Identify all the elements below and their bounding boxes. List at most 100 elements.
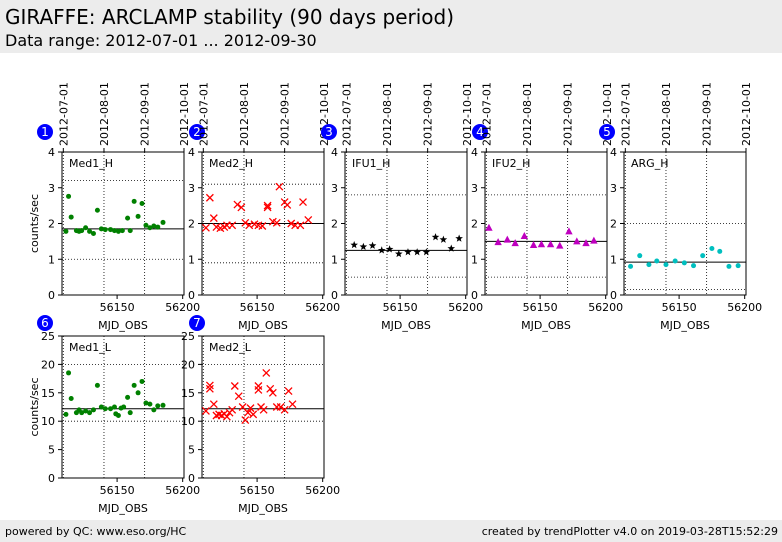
data-point bbox=[222, 412, 231, 421]
panel-number-badge bbox=[599, 124, 615, 140]
x-axis-label: MJD_OBS bbox=[98, 319, 148, 332]
data-point bbox=[102, 406, 108, 412]
data-point bbox=[94, 382, 100, 388]
data-point bbox=[299, 198, 307, 207]
data-point bbox=[287, 219, 296, 228]
data-point bbox=[151, 407, 157, 413]
x-tick-label: 56150 bbox=[383, 301, 418, 314]
y-tick-label: 1 bbox=[471, 253, 478, 266]
plot-frame bbox=[201, 335, 325, 479]
top-date-label: 2012-08-01 bbox=[521, 82, 534, 146]
data-point bbox=[131, 198, 137, 204]
series-label: Med1_H bbox=[69, 157, 113, 170]
y-tick-label: 0 bbox=[188, 289, 195, 302]
data-point bbox=[98, 404, 104, 410]
data-point bbox=[275, 182, 284, 191]
y-tick-label: 2 bbox=[188, 218, 195, 231]
data-point bbox=[139, 378, 145, 384]
data-point bbox=[663, 262, 669, 268]
y-tick-label: 4 bbox=[48, 146, 55, 159]
data-point bbox=[79, 410, 85, 416]
x-tick-label: 56150 bbox=[100, 301, 135, 314]
panel-number-badge bbox=[472, 124, 488, 140]
series-label: Med2_L bbox=[209, 341, 252, 354]
plot-frame bbox=[344, 151, 468, 296]
panel-number: 5 bbox=[603, 125, 611, 139]
data-point bbox=[147, 401, 153, 407]
page-subtitle: Data range: 2012-07-01 ... 2012-09-30 bbox=[5, 31, 317, 50]
data-point bbox=[135, 390, 141, 396]
x-tick-label: 56150 bbox=[240, 301, 275, 314]
plot-frame bbox=[61, 151, 185, 296]
data-point bbox=[537, 240, 546, 248]
top-date-label: 2012-09-01 bbox=[701, 82, 714, 146]
footer-bar: powered by QC: www.eso.org/HC created by… bbox=[0, 520, 782, 542]
top-date-label: 2012-10-01 bbox=[461, 82, 474, 146]
y-tick-label: 4 bbox=[331, 146, 338, 159]
x-tick-label: 56200 bbox=[727, 301, 762, 314]
x-tick-label: 56150 bbox=[523, 301, 558, 314]
x-tick-label: 56150 bbox=[662, 301, 697, 314]
y-tick-label: 0 bbox=[610, 289, 617, 302]
data-point bbox=[249, 410, 258, 419]
data-point bbox=[520, 232, 529, 240]
panel-number-badge bbox=[189, 315, 205, 331]
panel-number: 3 bbox=[325, 125, 333, 139]
data-point bbox=[654, 258, 660, 264]
data-point bbox=[263, 201, 272, 210]
x-tick-label: 56150 bbox=[240, 484, 275, 497]
data-point bbox=[102, 227, 108, 233]
y-tick-label: 5 bbox=[48, 444, 55, 457]
data-point bbox=[90, 407, 96, 413]
chart-area: 1 2012-07-01 2012-08-01 2012-09-01 2012-10-0… bbox=[28, 82, 762, 515]
data-point bbox=[377, 246, 386, 254]
data-point bbox=[143, 400, 149, 406]
data-point bbox=[368, 241, 377, 249]
plot-frame bbox=[484, 151, 608, 296]
panel-number-badge bbox=[321, 124, 337, 140]
data-point bbox=[111, 228, 117, 234]
data-point bbox=[246, 404, 255, 413]
data-point bbox=[94, 207, 100, 213]
panel-number: 6 bbox=[41, 316, 49, 330]
y-tick-label: 0 bbox=[471, 289, 478, 302]
data-point bbox=[276, 403, 285, 411]
data-point bbox=[266, 384, 275, 393]
data-point bbox=[228, 405, 237, 414]
data-point bbox=[68, 214, 74, 220]
y-tick-label: 1 bbox=[610, 253, 617, 266]
series-label: ARG_H bbox=[631, 157, 668, 170]
y-tick-label: 15 bbox=[181, 387, 195, 400]
data-point bbox=[237, 203, 246, 212]
data-point bbox=[234, 392, 243, 401]
data-point bbox=[209, 400, 218, 409]
y-axis-label: counts/sec bbox=[28, 377, 41, 436]
data-point bbox=[272, 218, 281, 227]
y-tick-label: 0 bbox=[331, 289, 338, 302]
series-label: IFU1_H bbox=[352, 157, 390, 170]
y-tick-label: 1 bbox=[331, 253, 338, 266]
y-tick-label: 10 bbox=[181, 415, 195, 428]
data-point bbox=[404, 248, 412, 256]
data-point bbox=[205, 381, 214, 390]
data-point bbox=[147, 225, 153, 231]
x-axis-label: MJD_OBS bbox=[98, 502, 148, 515]
data-point bbox=[296, 221, 305, 230]
data-point bbox=[646, 262, 652, 268]
data-point bbox=[119, 228, 125, 234]
data-point bbox=[241, 416, 250, 425]
x-tick-label: 56200 bbox=[165, 301, 200, 314]
data-point bbox=[485, 223, 493, 231]
y-tick-label: 3 bbox=[188, 182, 195, 195]
data-point bbox=[494, 238, 502, 246]
data-point bbox=[243, 408, 252, 417]
x-tick-label: 56200 bbox=[588, 301, 623, 314]
top-date-label: 2012-08-01 bbox=[381, 82, 394, 146]
data-point bbox=[108, 227, 114, 233]
x-axis-label: MJD_OBS bbox=[381, 319, 431, 332]
data-point bbox=[394, 249, 403, 258]
panel-number-badge bbox=[37, 315, 53, 331]
data-point bbox=[259, 405, 268, 414]
top-date-label: 2012-09-01 bbox=[139, 82, 152, 146]
x-tick-label: 56200 bbox=[305, 301, 340, 314]
